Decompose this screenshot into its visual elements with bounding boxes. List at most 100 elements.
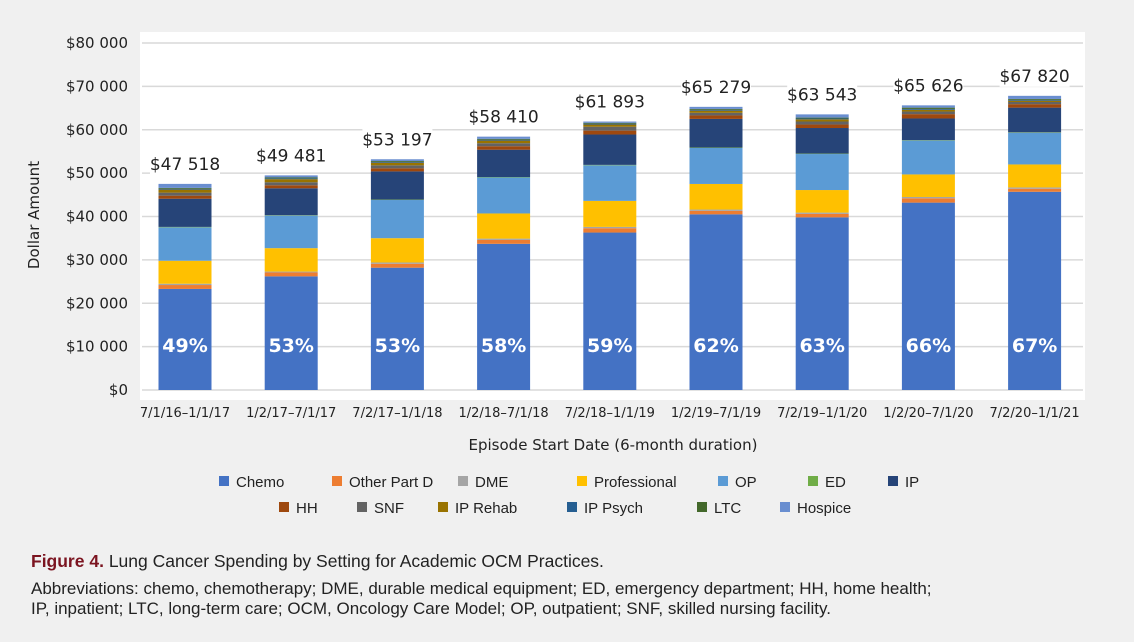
bar-segment-ip [689, 118, 743, 148]
bar-segment-snf [1008, 101, 1062, 105]
bar-segment-hh [689, 115, 743, 119]
abbreviations-line-1: Abbreviations: chemo, chemotherapy; DME,… [31, 579, 932, 598]
bar-segment-ip [583, 134, 637, 165]
legend-label: DME [475, 474, 508, 491]
bar-segment-professional [583, 200, 637, 227]
bar-segment-other-part-d [264, 272, 318, 277]
bar-segment-chemo [264, 276, 318, 390]
legend-item-snf: SNF [357, 500, 404, 517]
bar-segment-op [795, 154, 849, 191]
total-label: $61 893 [575, 93, 645, 113]
legend-item-ed: ED [808, 474, 846, 491]
bar-segment-professional [158, 260, 212, 284]
bar-segment-hospice [689, 106, 743, 109]
bar-segment-hh [477, 146, 531, 150]
y-axis-title: Dollar Amount [25, 161, 43, 269]
bar-segment-ip [370, 171, 424, 200]
bar-segment-hospice [264, 175, 318, 178]
legend-swatch [279, 502, 289, 512]
bar-segment-ltc [795, 117, 849, 119]
total-label-bg [468, 105, 539, 128]
bar-segment-ip-rehab [901, 109, 955, 112]
chemo-share-label: 53% [375, 335, 420, 357]
legend-label: LTC [714, 500, 741, 517]
bar-segment-ip-rehab [795, 119, 849, 122]
legend-item-chemo: Chemo [219, 474, 284, 491]
bar-segment-hospice [477, 136, 531, 139]
bar-segment-ip-psych [795, 118, 849, 120]
bar-segment-other-part-d [158, 285, 212, 289]
legend-label: IP Psych [584, 500, 643, 517]
bar-segment-other-part-d [795, 213, 849, 218]
legend-label: Professional [594, 474, 677, 491]
bar-segment-professional [795, 190, 849, 213]
bar-segment-ltc [583, 122, 637, 124]
y-tick-label: $40 000 [66, 208, 128, 226]
bar-segment-other-part-d [1008, 188, 1062, 192]
bar-segment-snf [583, 126, 637, 131]
legend-swatch [577, 476, 587, 486]
bar-segment-ip-psych [901, 108, 955, 110]
bar-segment-hospice [795, 114, 849, 118]
bar-segment-ip-rehab [689, 110, 743, 113]
legend-item-op: OP [718, 474, 757, 491]
legend-item-ip-rehab: IP Rehab [438, 500, 517, 517]
y-tick-label: $50 000 [66, 164, 128, 182]
bar-segment-ip-rehab [158, 189, 212, 193]
chemo-share-label: 63% [799, 335, 844, 357]
bar-segment-snf [158, 192, 212, 196]
total-label: $58 410 [468, 108, 538, 128]
figure-caption: Figure 4. Lung Cancer Spending by Settin… [31, 551, 604, 572]
bar-segment-snf [264, 182, 318, 186]
bar-segment-hospice [158, 183, 212, 188]
total-label-bg [574, 90, 645, 113]
bar-segment-ip-rehab [1008, 100, 1062, 102]
bar-segment-ip-psych [689, 109, 743, 111]
bar-segment-chemo [477, 243, 531, 390]
legend-item-ltc: LTC [697, 500, 741, 517]
chemo-share-label: 49% [162, 335, 207, 357]
y-tick-label: $70 000 [66, 77, 128, 95]
legend-label: Chemo [236, 474, 284, 491]
bar-segment-other-part-d [901, 198, 955, 203]
figure-label: Figure 4. [31, 551, 104, 571]
chemo-share-label: 53% [268, 335, 313, 357]
bar-segment-hospice [1008, 95, 1062, 99]
x-tick-label: 1/2/19–7/1/19 [671, 406, 761, 421]
total-label-bg [999, 64, 1070, 87]
x-tick-label: 1/2/18–7/1/18 [459, 406, 549, 421]
bar-segment-ip [264, 188, 318, 216]
bar-segment-snf [477, 143, 531, 147]
bar-segment-chemo [370, 267, 424, 390]
bar-segment-hospice [901, 105, 955, 108]
bar-segment-ltc [1008, 98, 1062, 100]
bar-segment-hospice [370, 159, 424, 161]
bar-segment-ltc [264, 177, 318, 179]
total-label: $67 820 [999, 67, 1069, 87]
bar-segment-ip-rehab [370, 162, 424, 166]
legend-swatch [438, 502, 448, 512]
bar-segment-ip-rehab [264, 179, 318, 183]
bar-segment-op [264, 215, 318, 249]
x-tick-label: 1/2/17–7/1/17 [246, 406, 336, 421]
bar-segment-other-part-d [477, 239, 531, 244]
bar-segment-ltc [901, 107, 955, 109]
bar-segment-professional [264, 248, 318, 272]
y-tick-label: $10 000 [66, 338, 128, 356]
bar-segment-dme [158, 283, 212, 286]
bar-segment-ip-psych [264, 178, 318, 180]
total-label: $53 197 [362, 130, 432, 150]
bar-segment-ip-psych [370, 161, 424, 163]
bar-segment-ip [795, 128, 849, 154]
bar-segment-hh [583, 130, 637, 135]
bar-segment-ltc [158, 187, 212, 189]
bar-segment-hh [264, 185, 318, 189]
bar-segment-hh [901, 114, 955, 119]
bar-segment-chemo [158, 288, 212, 390]
total-label-bg [256, 144, 327, 167]
legend-swatch [332, 476, 342, 486]
x-tick-label: 7/2/17–1/1/18 [352, 406, 442, 421]
bar-segment-professional [370, 238, 424, 263]
bar-segment-chemo [795, 217, 849, 390]
legend-label: IP Rehab [455, 500, 517, 517]
